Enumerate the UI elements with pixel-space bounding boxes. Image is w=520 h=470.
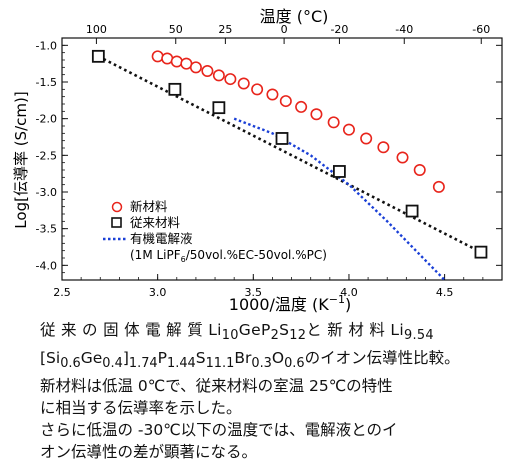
new-material-point [170,55,183,68]
caption-subscript: 2 [270,328,280,344]
plot-data [91,49,488,281]
legend-conventional-marker [111,217,122,228]
caption-subscript: 12 [289,328,307,344]
new-material-point [295,100,308,113]
conventional-point [212,101,226,115]
conventional-point [91,49,105,63]
legend-organic-detail: (1M LiPF6/50vol.%EC-50vol.%PC) [130,248,327,264]
top-tick-label: 25 [218,23,232,36]
plot-area-border [61,37,503,281]
new-material-point [151,50,164,63]
organic-electrolyte-line [233,117,446,281]
legend-organic-label: 有機電解液 [130,231,193,246]
conventional-trend-line [97,55,482,254]
new-material-point [377,141,390,154]
caption-text: O [271,349,285,368]
caption-line-2: [Si0.6Ge0.4]1.74P1.44S11.1Br0.3O0.6のイオン伝… [40,347,510,375]
caption-text: Ge [80,349,103,368]
caption-line-1: 従 来 の 固 体 電 解 質 Li10GeP2S12と 新 材 料 Li9.5… [40,319,510,347]
top-tick-label: -20 [330,23,348,36]
top-tick-label: 100 [86,23,107,36]
x-axis-label-sup: −1 [329,293,345,306]
y-tick-label: -3.0 [36,186,57,199]
caption-subscript: 0.6 [60,356,81,372]
caption-text: のイオン伝導性比較。 [304,349,460,368]
conventional-point [405,204,419,218]
legend: 新材料 従来材料 有機電解液 (1M LiPF6/50vol.%EC-50vol… [103,199,327,264]
caption-subscript: 9.54 [403,328,434,344]
y-tick-label: -1.5 [36,76,57,89]
caption-text: と 新 材 料 Li [306,321,404,339]
caption-text: GeP [238,321,271,339]
new-material-point [310,108,323,121]
caption-text: [Si [40,349,61,368]
x-axis-label-main: 1000/温度 (K [229,295,329,314]
y-tick-label: -4.0 [36,259,57,272]
top-tick-label: 50 [169,23,183,36]
y-tick-label: -2.5 [36,149,57,162]
caption-line-5: さらに低温の -30℃以下の温度では、電解液とのイ [40,421,398,440]
caption-text: P [157,349,167,368]
x-tick-label: 3.0 [149,286,167,299]
conventional-point [275,132,289,145]
conventional-point [332,165,346,178]
axis-ticks: 2.5 3.0 3.5 4.0 4.5 -1.0 -1.5 -2.0 -2.5 -3.0 -3.5 -… [36,23,503,299]
top-tick-label: -60 [472,23,490,36]
caption-text: Br [234,349,252,368]
plot-frame [61,37,503,281]
caption-line-6: オン伝導性の差が顕著になる。 [40,443,258,462]
x-axis-label: 1000/温度 (K−1) [229,293,351,314]
conventional-point [474,245,488,259]
x-tick-label: 4.0 [340,286,358,299]
x-axis-label-close: ) [345,295,351,314]
legend-conventional-label: 従来材料 [130,215,181,230]
x-tick-label: 2.5 [53,286,71,299]
new-material-point [237,77,250,90]
chart: 2.5 3.0 3.5 4.0 4.5 -1.0 -1.5 -2.0 -2.5 -3.0 -3.5 -… [12,7,503,314]
new-material-point [432,180,445,193]
new-material-point [279,95,292,108]
caption-subscript: 11.1 [205,356,235,372]
caption-text: S [279,321,290,339]
legend-new-material-marker [111,201,123,213]
new-material-point [342,123,355,136]
y-tick-label: -3.5 [36,223,57,236]
new-material-point [360,132,373,145]
top-tick-label: 0 [281,23,288,36]
new-material-point [251,83,264,96]
new-material-point [327,116,340,129]
top-axis-label: 温度 (°C) [260,7,329,26]
caption-subscript: 1.44 [167,356,196,372]
caption-subscript: 1.74 [128,356,158,372]
x-tick-label: 3.5 [245,286,263,299]
new-material-point [413,164,426,177]
x-tick-label: 4.5 [436,286,454,299]
caption-text: ] [122,349,129,368]
new-material-point [266,88,279,101]
legend-organic-detail-b: /50vol.%EC-50vol.%PC) [186,248,327,262]
caption-text: 従 来 の 固 体 電 解 質 Li [40,321,222,339]
caption-subscript: 10 [221,328,239,344]
legend-new-material-label: 新材料 [130,199,168,214]
new-material-point [201,65,214,78]
legend-organic-detail-a: (1M LiPF [130,248,181,262]
new-material-point [224,73,237,86]
y-tick-label: -1.0 [36,39,57,52]
top-tick-label: -40 [395,23,413,36]
caption-line-4: に相当する伝導率を示した。 [40,399,242,418]
y-tick-label: -2.0 [36,113,57,126]
caption-subscript: 0.4 [102,356,123,372]
caption-subscript: 0.3 [251,356,272,372]
new-material-point [189,61,202,74]
new-material-point [212,69,225,82]
y-axis-label: Log[伝導率 (S/cm)] [12,91,30,228]
caption-line-3: 新材料は低温 0℃で、従来材料の室温 25℃の特性 [40,377,393,396]
conventional-point [168,82,182,96]
caption: 従 来 の 固 体 電 解 質 Li10GeP2S12と 新 材 料 Li9.5… [40,319,510,463]
caption-subscript: 0.6 [284,356,305,372]
legend-organic-detail-sub: 6 [181,255,186,264]
caption-text: S [195,349,206,368]
new-material-point [396,151,409,164]
